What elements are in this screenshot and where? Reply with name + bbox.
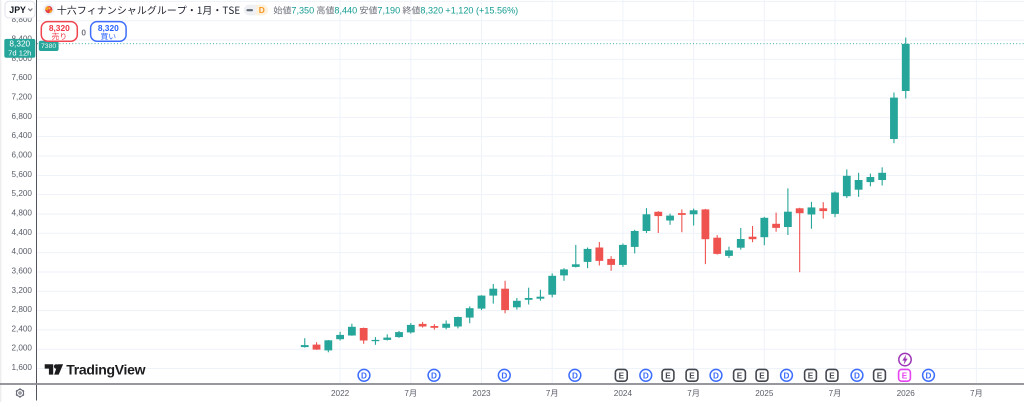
svg-text:+1,120 (+15.56%): +1,120 (+15.56%) (445, 6, 518, 16)
svg-text:D: D (572, 372, 578, 381)
svg-text:8,800: 8,800 (12, 15, 33, 24)
svg-text:2022: 2022 (331, 389, 350, 398)
svg-text:6,800: 6,800 (12, 112, 33, 121)
svg-text:5,200: 5,200 (12, 189, 33, 198)
svg-text:3,200: 3,200 (12, 286, 33, 295)
svg-text:E: E (737, 372, 743, 381)
svg-text:2025: 2025 (755, 389, 774, 398)
svg-text:2,400: 2,400 (12, 324, 33, 333)
svg-text:D: D (713, 372, 719, 381)
svg-text:8,440: 8,440 (334, 6, 357, 16)
svg-text:D: D (361, 372, 367, 381)
svg-text:7,600: 7,600 (12, 73, 33, 82)
svg-text:2,000: 2,000 (12, 344, 33, 353)
svg-text:4,400: 4,400 (12, 228, 33, 237)
svg-text:3,600: 3,600 (12, 266, 33, 275)
svg-text:2023: 2023 (472, 389, 491, 398)
svg-text:5,600: 5,600 (12, 170, 33, 179)
svg-text:6,400: 6,400 (12, 131, 33, 140)
svg-text:E: E (877, 372, 883, 381)
svg-text:E: E (689, 372, 695, 381)
svg-text:2026: 2026 (897, 389, 916, 398)
svg-text:D: D (784, 372, 790, 381)
svg-text:D: D (431, 372, 437, 381)
svg-text:D: D (643, 372, 649, 381)
svg-text:4,000: 4,000 (12, 247, 33, 256)
svg-text:8,320: 8,320 (9, 39, 30, 49)
svg-text:7,190: 7,190 (377, 6, 400, 16)
svg-text:E: E (665, 372, 671, 381)
svg-text:7380: 7380 (41, 43, 56, 50)
svg-text:TradingView: TradingView (66, 361, 145, 377)
svg-text:1,600: 1,600 (12, 363, 33, 372)
svg-text:2024: 2024 (614, 389, 633, 398)
svg-text:8,320: 8,320 (49, 23, 70, 33)
svg-text:7,350: 7,350 (291, 6, 314, 16)
svg-text:7d 12h: 7d 12h (8, 48, 31, 57)
svg-text:E: E (759, 372, 765, 381)
svg-text:D: D (926, 372, 932, 381)
svg-text:E: E (829, 372, 835, 381)
svg-text:D: D (854, 372, 860, 381)
svg-text:4,800: 4,800 (12, 209, 33, 218)
svg-text:E: E (808, 372, 814, 381)
svg-text:7,200: 7,200 (12, 93, 33, 102)
svg-text:8,320: 8,320 (420, 6, 443, 16)
svg-text:D: D (259, 5, 265, 15)
svg-text:6,000: 6,000 (12, 151, 33, 160)
svg-text:8,000: 8,000 (12, 54, 33, 63)
svg-text:0: 0 (81, 28, 86, 38)
svg-text:D: D (501, 372, 507, 381)
svg-text:JPY: JPY (9, 5, 26, 15)
svg-text:8,320: 8,320 (98, 23, 119, 33)
svg-text:E: E (902, 372, 908, 381)
svg-text:E: E (619, 372, 625, 381)
svg-text:2,800: 2,800 (12, 305, 33, 314)
